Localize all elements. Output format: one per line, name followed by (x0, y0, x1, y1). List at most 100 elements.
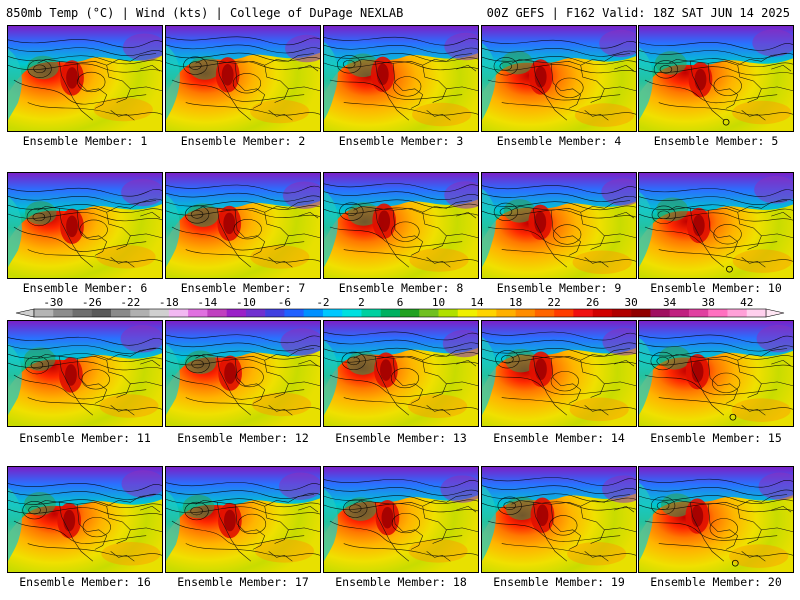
ensemble-member-label: Ensemble Member: 9 (496, 281, 622, 295)
run-valid-time: 00Z GEFS | F162 Valid: 18Z SAT JUN 14 20… (486, 6, 790, 20)
ensemble-map-panel (165, 320, 321, 427)
colorbar-swatch (322, 309, 343, 317)
colorbar-swatch (361, 309, 382, 317)
ensemble-map-panel (481, 466, 637, 573)
colorbar-max-arrow (765, 308, 785, 318)
colorbar-tick-label: -6 (278, 296, 291, 309)
ensemble-map-panel (323, 466, 479, 573)
ensemble-member-label: Ensemble Member: 4 (496, 134, 622, 148)
ensemble-map-panel (638, 320, 794, 427)
colorbar-swatch (708, 309, 728, 317)
ensemble-member-label: Ensemble Member: 2 (180, 134, 306, 148)
ensemble-member-label: Ensemble Member: 5 (653, 134, 779, 148)
colorbar-swatch (303, 309, 324, 317)
colorbar-tick-label: 14 (470, 296, 484, 309)
ensemble-map-panel (323, 320, 479, 427)
colorbar-swatch (419, 309, 439, 317)
colorbar-tick-label: 30 (625, 296, 638, 309)
colorbar-min-arrow (15, 308, 35, 318)
ensemble-map-panel (7, 25, 163, 132)
colorbar-tick-label: -18 (159, 296, 179, 309)
ensemble-map-panel (7, 320, 163, 427)
colorbar-swatch (130, 309, 150, 317)
ensemble-map-panel (481, 25, 637, 132)
colorbar-tick-label: 2 (358, 296, 365, 309)
colorbar-swatch (265, 309, 285, 317)
ensemble-map-panel (323, 25, 479, 132)
colorbar-tick-label: 6 (397, 296, 404, 309)
ensemble-map-panel (481, 320, 637, 427)
ensemble-member-label: Ensemble Member: 13 (335, 431, 467, 445)
colorbar-tick-label: -10 (236, 296, 256, 309)
ensemble-member-label: Ensemble Member: 10 (650, 281, 782, 295)
temperature-colorbar: -30 -26 -22 -18 -14 -10 -6 -2 2 6 10 14 18 22 26 30 34 38… (15, 296, 785, 318)
ensemble-member-label: Ensemble Member: 12 (177, 431, 309, 445)
map-title: 850mb Temp (°C) | Wind (kts) | College o… (6, 6, 404, 20)
ensemble-map-panel (323, 172, 479, 279)
colorbar-tick-label: 42 (740, 296, 753, 309)
ensemble-map-panel (7, 172, 163, 279)
colorbar-swatch (188, 309, 208, 317)
colorbar-swatch (400, 309, 420, 317)
ensemble-member-label: Ensemble Member: 18 (335, 575, 467, 589)
colorbar-swatch (438, 309, 459, 317)
colorbar-tick-label: -2 (316, 296, 329, 309)
colorbar-swatch (592, 309, 613, 317)
colorbar-tick-label: -14 (197, 296, 217, 309)
colorbar-swatch (342, 309, 362, 317)
ensemble-map-panel (638, 25, 794, 132)
ensemble-map-panel (7, 466, 163, 573)
colorbar-swatch (669, 309, 690, 317)
colorbar-swatch (380, 309, 401, 317)
colorbar-swatch (746, 309, 767, 317)
colorbar-tick-label: -30 (43, 296, 63, 309)
ensemble-member-label: Ensemble Member: 16 (19, 575, 151, 589)
colorbar-tick-label: 18 (509, 296, 522, 309)
ensemble-member-label: Ensemble Member: 14 (493, 431, 625, 445)
ensemble-map-panel (165, 466, 321, 573)
ensemble-member-label: Ensemble Member: 11 (19, 431, 151, 445)
colorbar-swatch (111, 309, 131, 317)
colorbar-swatch (34, 309, 54, 317)
ensemble-member-label: Ensemble Member: 17 (177, 575, 309, 589)
ensemble-member-label: Ensemble Member: 6 (22, 281, 148, 295)
ensemble-map-panel (481, 172, 637, 279)
colorbar-swatch (207, 309, 227, 317)
colorbar-swatch (477, 309, 497, 317)
ensemble-member-label: Ensemble Member: 15 (650, 431, 782, 445)
colorbar-swatch (53, 309, 73, 317)
colorbar-swatch (688, 309, 709, 317)
ensemble-member-label: Ensemble Member: 8 (338, 281, 464, 295)
ensemble-map-panel (165, 172, 321, 279)
ensemble-member-label: Ensemble Member: 1 (22, 134, 148, 148)
colorbar-swatch (149, 309, 170, 317)
colorbar-tick-label: 10 (432, 296, 445, 309)
colorbar-tick-label: 26 (586, 296, 599, 309)
colorbar-tick-label: 34 (663, 296, 677, 309)
colorbar-swatch (168, 309, 189, 317)
colorbar-swatch (72, 309, 93, 317)
colorbar-tick-label: 38 (702, 296, 715, 309)
colorbar-swatch (226, 309, 247, 317)
ensemble-map-panel (638, 466, 794, 573)
colorbar-swatch (631, 309, 651, 317)
ensemble-member-label: Ensemble Member: 3 (338, 134, 464, 148)
ensemble-map-panel (165, 25, 321, 132)
colorbar-swatch (245, 309, 266, 317)
colorbar-swatch (515, 309, 536, 317)
ensemble-member-label: Ensemble Member: 19 (493, 575, 625, 589)
colorbar-swatch (91, 309, 112, 317)
colorbar-tick-label: 22 (547, 296, 560, 309)
ensemble-member-label: Ensemble Member: 20 (650, 575, 782, 589)
colorbar-swatch (284, 309, 304, 317)
colorbar-tick-label: -26 (82, 296, 102, 309)
colorbar-swatch (611, 309, 632, 317)
colorbar-swatch (457, 309, 478, 317)
colorbar-swatch (554, 309, 574, 317)
colorbar-swatch (727, 309, 748, 317)
colorbar-frame (33, 308, 767, 318)
colorbar-swatch (534, 309, 555, 317)
ensemble-map-panel (638, 172, 794, 279)
ensemble-member-label: Ensemble Member: 7 (180, 281, 306, 295)
colorbar-swatch (650, 309, 670, 317)
